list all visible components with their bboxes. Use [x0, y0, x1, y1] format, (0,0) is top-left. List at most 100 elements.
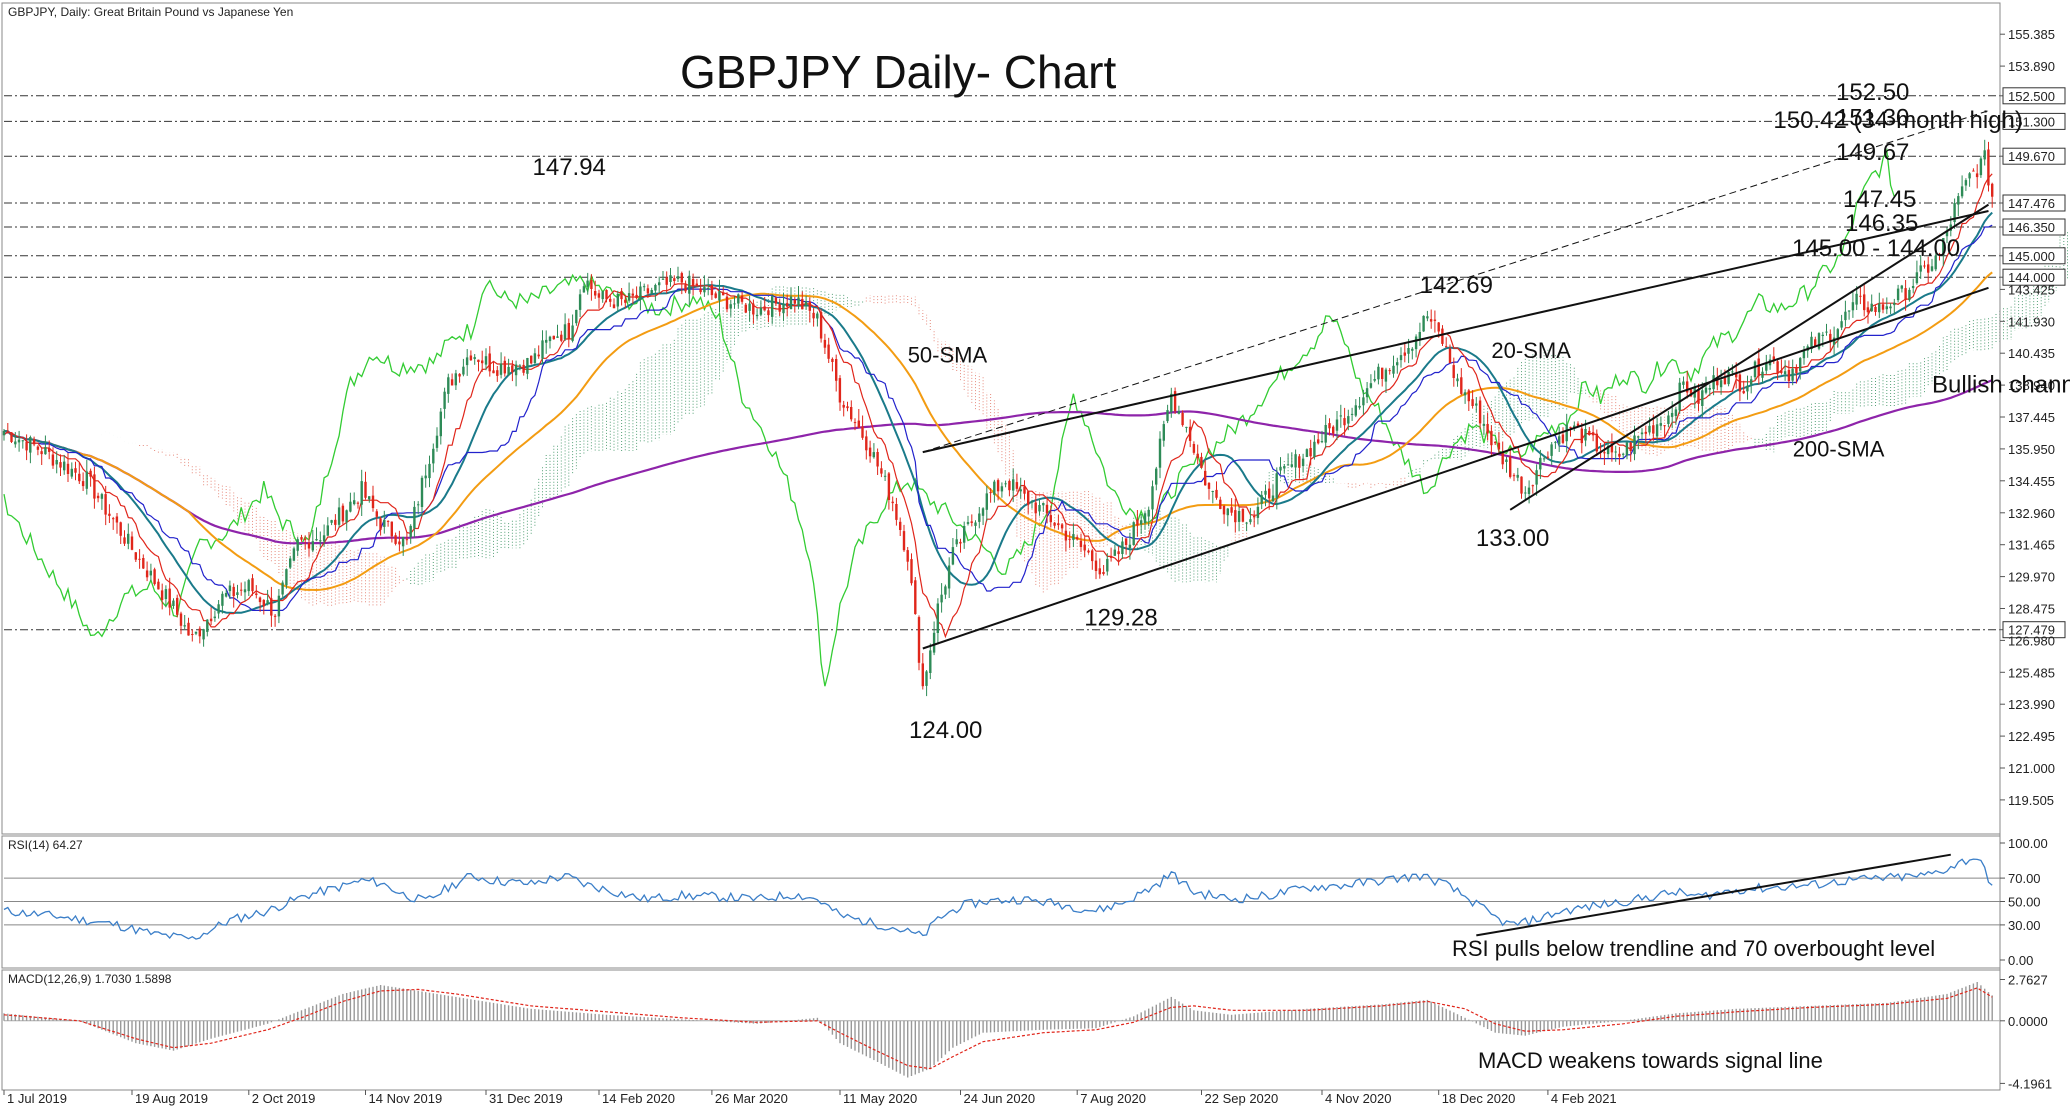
candle-body	[1143, 513, 1147, 524]
candle-body	[1509, 456, 1512, 477]
candle-body	[989, 492, 992, 494]
price-annotation: 142.69	[1420, 272, 1493, 299]
macd-signal-line	[3, 987, 1993, 1070]
candle-body	[1445, 346, 1448, 348]
candle-body	[1192, 444, 1196, 453]
price-tick-label: 155.385	[2008, 27, 2055, 42]
date-tick-label: 19 Aug 2019	[135, 1091, 208, 1106]
candle-body	[838, 378, 842, 403]
candle-body	[1008, 480, 1011, 491]
candle-body	[1964, 180, 1968, 186]
candle-body	[209, 618, 213, 622]
candle-body	[1576, 423, 1580, 428]
candle-body	[1283, 466, 1286, 469]
candle-body	[81, 481, 85, 487]
candle-body	[236, 592, 239, 595]
moving-averages	[3, 147, 1993, 687]
candle-body	[1324, 425, 1327, 443]
candle-body	[1678, 382, 1681, 411]
candle-body	[955, 539, 958, 545]
candle-body	[1087, 550, 1090, 553]
candle-body	[1603, 452, 1606, 454]
rsi-tick-label: 0.00	[2008, 953, 2033, 968]
candle-body	[1211, 491, 1214, 492]
candle-body	[556, 336, 559, 338]
candle-body	[1173, 391, 1177, 412]
candle-body	[1301, 458, 1305, 466]
candle-body	[1286, 464, 1290, 466]
candle-body	[36, 446, 40, 450]
candle-body	[642, 286, 646, 288]
candle-body	[1975, 173, 1979, 178]
candle-body	[1847, 310, 1851, 312]
candle-body	[518, 365, 522, 367]
candle-body	[729, 304, 732, 309]
candle-body	[44, 447, 47, 455]
candle-body	[1765, 363, 1768, 371]
candle-body	[1780, 370, 1783, 373]
candle-body	[130, 536, 134, 550]
candle-body	[1200, 456, 1203, 468]
candle-body	[266, 600, 269, 605]
candle-body	[1350, 413, 1354, 415]
candle-body	[409, 525, 412, 538]
candle-body	[104, 494, 107, 515]
price-annotation: 20-SMA	[1491, 338, 1571, 363]
candle-body	[1904, 288, 1907, 300]
candle-body	[319, 540, 322, 542]
candle-body	[835, 359, 838, 381]
candle-body	[1817, 333, 1821, 349]
candle-body	[1930, 266, 1934, 271]
candle-body	[545, 339, 548, 343]
price-level-box	[2002, 218, 2066, 236]
price-level-box	[2002, 112, 2066, 130]
candle-body	[1471, 399, 1474, 406]
candle-body	[499, 363, 503, 375]
candle-body	[1098, 568, 1101, 575]
candle-body	[14, 441, 17, 445]
candle-body	[1881, 304, 1885, 310]
candle-body	[699, 288, 702, 293]
candle-body	[179, 613, 183, 626]
candle-body	[1034, 502, 1037, 514]
candle-body	[1463, 392, 1467, 396]
candle-body	[507, 366, 510, 376]
candle-body	[1298, 456, 1301, 468]
candle-body	[691, 278, 695, 286]
candle-body	[1053, 522, 1056, 526]
price-tick-label: 135.950	[2008, 442, 2055, 457]
candle-body	[1207, 482, 1211, 489]
candle-body	[895, 504, 898, 520]
price-annotation: 147.94	[533, 154, 606, 181]
candle-body	[424, 475, 427, 479]
candle-body	[469, 355, 473, 361]
candle-body	[1682, 381, 1685, 385]
candle-body	[654, 285, 657, 291]
candle-body	[1015, 482, 1019, 489]
candle-body	[526, 358, 529, 374]
candle-body	[1622, 453, 1625, 455]
candle-body	[1783, 371, 1787, 374]
candle-body	[650, 290, 653, 294]
candle-body	[1606, 445, 1610, 455]
candle-body	[1791, 368, 1794, 381]
candle-body	[477, 359, 480, 362]
candle-body	[1260, 495, 1263, 504]
candle-body	[1708, 388, 1711, 390]
candle-body	[1230, 507, 1233, 513]
candle-body	[488, 353, 491, 372]
candle-body	[1821, 334, 1824, 336]
date-tick-label: 22 Sep 2020	[1205, 1091, 1279, 1106]
candle-body	[778, 304, 781, 312]
candle-body	[1840, 321, 1843, 328]
candle-body	[32, 439, 36, 445]
candle-body	[224, 592, 228, 597]
candle-body	[93, 474, 96, 499]
candle-body	[273, 615, 277, 617]
candle-body	[823, 339, 827, 348]
candle-body	[25, 441, 28, 451]
price-level-box	[2002, 268, 2066, 286]
candle-body	[1490, 430, 1493, 446]
candle-body	[932, 632, 936, 653]
candle-body	[1893, 302, 1896, 306]
